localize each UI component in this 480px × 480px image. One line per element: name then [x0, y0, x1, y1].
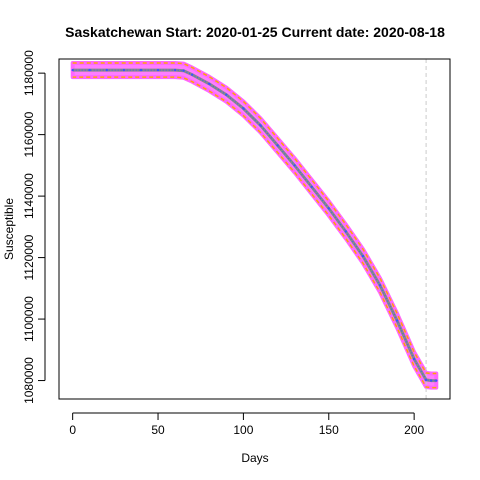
data-point [208, 82, 211, 86]
data-point [88, 68, 91, 72]
data-point [182, 69, 185, 72]
y-axis-label: Susceptible [2, 198, 16, 260]
x-tick-label: 0 [69, 423, 76, 437]
x-axis-label: Days [241, 451, 268, 465]
data-point [71, 68, 74, 72]
data-point [105, 68, 109, 72]
band-lower-edge [72, 76, 437, 389]
data-point [424, 378, 428, 382]
y-tick-label: 1160000 [22, 111, 36, 157]
y-tick-label: 1080000 [22, 357, 36, 404]
data-point [225, 93, 228, 96]
data-point [361, 254, 365, 258]
data-point [259, 124, 262, 127]
data-point [242, 107, 245, 110]
x-axis: 0 50 100 150 200 [69, 412, 424, 437]
data-point [122, 68, 126, 72]
x-tick-label: 100 [233, 423, 253, 437]
median-line [71, 68, 438, 383]
data-point [276, 144, 279, 147]
uncertainty-band [70, 61, 439, 390]
data-point [173, 68, 177, 72]
y-axis: 1080000 1100000 1120000 1140000 1160000 11800… [22, 50, 46, 404]
x-tick-label: 50 [151, 423, 165, 437]
data-point [395, 319, 399, 322]
plot-frame [58, 58, 451, 400]
data-point [378, 284, 382, 287]
data-point [412, 357, 416, 361]
x-tick-label: 200 [404, 423, 424, 437]
y-tick-label: 1180000 [22, 50, 36, 96]
band-upper-edge [72, 62, 437, 375]
data-point [327, 207, 330, 210]
data-point [435, 379, 438, 382]
data-point [191, 73, 194, 76]
y-tick-label: 1100000 [22, 296, 36, 342]
data-point [293, 164, 296, 167]
plot-area [70, 59, 439, 399]
x-tick-label: 150 [319, 423, 339, 437]
data-point [156, 68, 160, 72]
data-point [139, 68, 143, 72]
data-point [344, 230, 347, 233]
data-point [310, 185, 313, 189]
y-tick-label: 1120000 [22, 234, 36, 280]
data-point [430, 379, 433, 382]
chart-title: Saskatchewan Start: 2020-01-25 Current d… [65, 24, 445, 40]
y-tick-label: 1140000 [22, 173, 36, 219]
